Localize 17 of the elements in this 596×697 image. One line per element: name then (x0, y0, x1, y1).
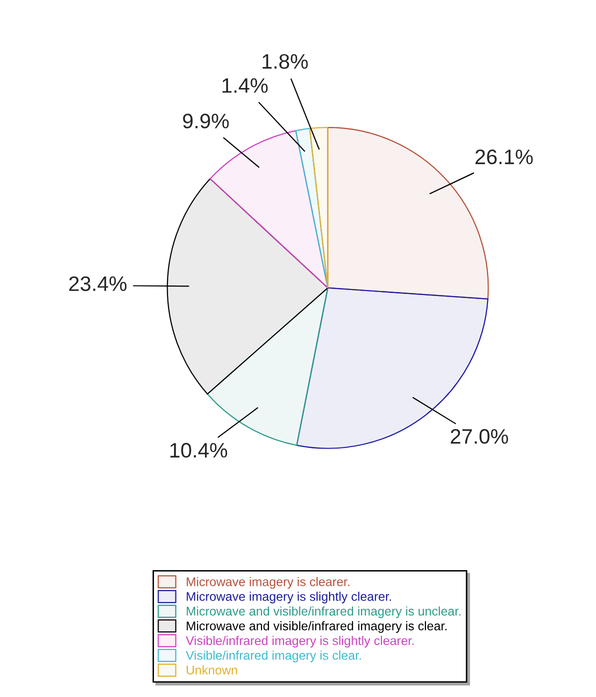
data-label: 1.8% (262, 54, 308, 69)
legend-label: Visible/infrared imagery is slightly clearer. (186, 636, 414, 648)
legend-label: Unknown (186, 665, 238, 675)
pie-slice (210, 130, 328, 288)
legend-label: Microwave and visible/infrared imagery is unclear. (186, 606, 460, 618)
legend-label: Visible/infrared imagery is clear. (186, 650, 361, 662)
legend-label: Microwave imagery is slightly clearer. (186, 592, 391, 604)
data-label: 26.1% (475, 150, 533, 164)
data-label: 1.4% (222, 78, 268, 93)
data-label: 27.0% (450, 429, 508, 444)
legend-label: Microwave imagery is clearer. (186, 577, 350, 589)
data-label: 23.4% (69, 276, 126, 292)
pie-slice (309, 126, 328, 288)
legend-label: Microwave and visible/infrared imagery is clear. (186, 621, 447, 633)
data-label: 10.4% (170, 442, 228, 458)
data-label: 9.9% (183, 114, 229, 128)
pie-slice (166, 178, 328, 395)
